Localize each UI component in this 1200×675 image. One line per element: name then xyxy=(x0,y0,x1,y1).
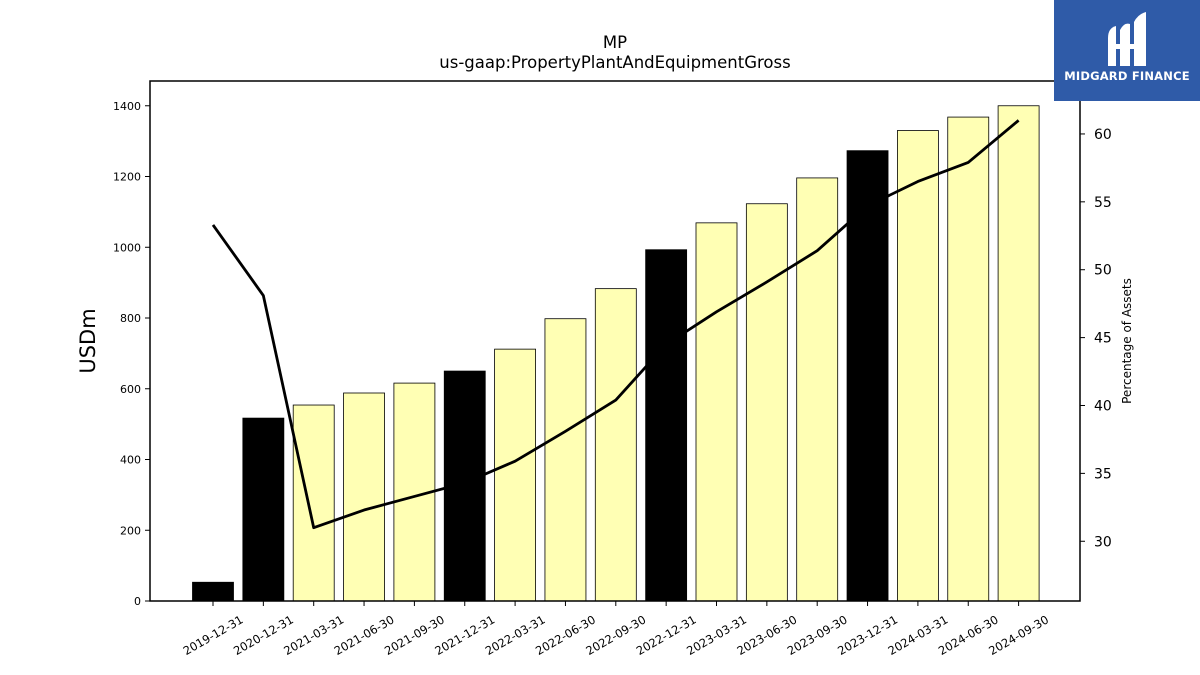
y2-tick-label: 30 xyxy=(1094,534,1112,550)
bar-2022-06-30 xyxy=(544,318,587,602)
logo-mark-icon xyxy=(1108,12,1146,67)
bar-2022-09-30 xyxy=(594,288,637,602)
y2-tick-label: 50 xyxy=(1094,263,1112,279)
bar-2022-12-31 xyxy=(645,249,688,602)
logo-text: MIDGARD FINANCE xyxy=(1064,69,1190,83)
y-tick-label: 1400 xyxy=(113,100,141,113)
y-tick-label: 200 xyxy=(120,524,141,537)
bar-2021-03-31 xyxy=(292,404,335,602)
bar-2023-03-31 xyxy=(695,222,738,602)
y-tick-label: 400 xyxy=(120,454,141,467)
y2-axis: 30 35 40 45 50 55 60 xyxy=(1080,127,1112,550)
bar-2024-09-30 xyxy=(997,105,1040,602)
bars-group xyxy=(192,105,1040,602)
y2-tick-label: 55 xyxy=(1094,195,1112,211)
bar-2023-12-31 xyxy=(846,150,889,602)
y-tick-label: 0 xyxy=(134,595,141,608)
y2-axis-label: Percentage of Assets xyxy=(1120,278,1134,404)
percentage-line xyxy=(211,119,1020,530)
plot-frame xyxy=(149,80,1081,602)
bar-2019-12-31 xyxy=(192,581,234,602)
x-axis: 2019-12-312020-12-312021-03-312021-06-30… xyxy=(181,601,1051,658)
line-group xyxy=(211,119,1020,530)
y2-tick-label: 45 xyxy=(1094,331,1112,347)
midgard-finance-logo: MIDGARD FINANCE xyxy=(1054,0,1200,101)
y2-tick-label: 40 xyxy=(1094,398,1112,414)
bar-2022-03-31 xyxy=(494,348,537,602)
y-axis: 0 200 400 600 800 1000 1200 1400 xyxy=(113,100,150,608)
bar-2021-06-30 xyxy=(343,392,385,602)
chart-title: MP xyxy=(603,33,627,52)
bar-2024-03-31 xyxy=(897,130,939,602)
chart-subtitle: us-gaap:PropertyPlantAndEquipmentGross xyxy=(439,53,790,72)
bar-2020-12-31 xyxy=(242,417,285,602)
y-tick-label: 800 xyxy=(120,312,141,325)
y-tick-label: 600 xyxy=(120,383,141,396)
bar-2024-06-30 xyxy=(947,116,990,602)
bar-2023-09-30 xyxy=(796,177,839,602)
y-axis-label: USDm xyxy=(76,308,100,373)
y2-tick-label: 60 xyxy=(1094,127,1112,143)
bar-2023-06-30 xyxy=(745,203,788,602)
y2-tick-label: 35 xyxy=(1094,466,1112,482)
y-tick-label: 1000 xyxy=(113,241,141,254)
y-tick-label: 1200 xyxy=(113,171,141,184)
